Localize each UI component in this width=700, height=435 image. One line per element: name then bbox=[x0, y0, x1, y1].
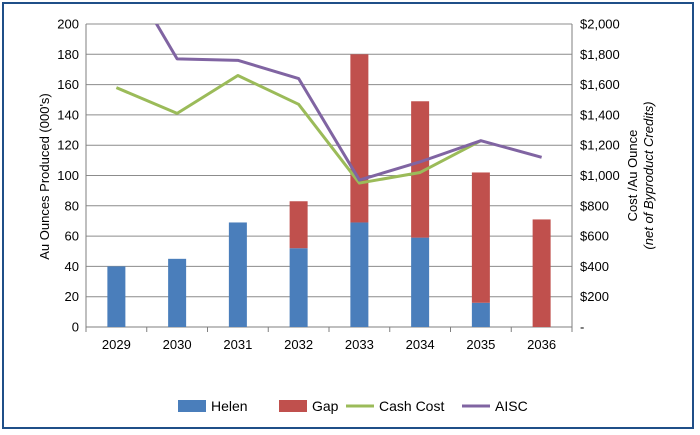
bar-gap bbox=[289, 201, 308, 249]
bar-gap bbox=[532, 219, 551, 327]
y-left-tick-label: 60 bbox=[65, 229, 79, 244]
y-right-tick-label: $1,000 bbox=[580, 168, 620, 183]
x-tick-label: 2032 bbox=[284, 337, 313, 352]
x-tick-label: 2029 bbox=[102, 337, 131, 352]
bar-gap bbox=[411, 101, 430, 238]
y-right-tick-label: $400 bbox=[580, 259, 609, 274]
y-right-tick-label: $1,200 bbox=[580, 138, 620, 153]
legend-label: Gap bbox=[312, 398, 339, 414]
bar-helen bbox=[228, 222, 247, 327]
bar-helen bbox=[289, 248, 308, 327]
y-left-tick-label: 100 bbox=[57, 168, 79, 183]
y-left-tick-label: 80 bbox=[65, 198, 79, 213]
y-left-tick-label: 140 bbox=[57, 107, 79, 122]
bar-helen bbox=[350, 222, 369, 327]
line-aisc bbox=[154, 24, 543, 182]
bar-helen bbox=[471, 302, 490, 327]
y-right-tick-label: $1,400 bbox=[580, 107, 620, 122]
bar-gap bbox=[471, 172, 490, 303]
chart-frame bbox=[2, 2, 694, 429]
y-left-tick-label: 200 bbox=[57, 17, 79, 32]
y-left-tick-label: 180 bbox=[57, 47, 79, 62]
y-left-tick-label: 160 bbox=[57, 77, 79, 92]
y-right-tick-label: $600 bbox=[580, 229, 609, 244]
y-right-tick-label: $2,000 bbox=[580, 17, 620, 32]
x-tick-label: 2035 bbox=[466, 337, 495, 352]
legend-label: Cash Cost bbox=[379, 398, 444, 414]
x-tick-label: 2033 bbox=[345, 337, 374, 352]
x-tick-label: 2031 bbox=[223, 337, 252, 352]
y-right-tick-label: - bbox=[580, 320, 584, 335]
legend-label: AISC bbox=[495, 398, 528, 414]
bar-helen bbox=[411, 237, 430, 327]
x-tick-label: 2036 bbox=[527, 337, 556, 352]
legend-label: Helen bbox=[211, 398, 248, 414]
y-right-tick-label: $1,800 bbox=[580, 47, 620, 62]
y-left-tick-label: 20 bbox=[65, 289, 79, 304]
y-left-tick-label: 0 bbox=[72, 320, 79, 335]
legend-swatch-helen bbox=[178, 400, 206, 412]
bar-helen bbox=[107, 266, 126, 327]
y-right-tick-label: $200 bbox=[580, 289, 609, 304]
x-tick-label: 2030 bbox=[163, 337, 192, 352]
y-right-axis-title: Cost /Au Ounce bbox=[625, 130, 640, 222]
y-right-tick-label: $1,600 bbox=[580, 77, 620, 92]
y-right-tick-label: $800 bbox=[580, 198, 609, 213]
y-left-axis-title: Au Ounces Produced (000's) bbox=[37, 93, 52, 260]
y-left-tick-label: 120 bbox=[57, 138, 79, 153]
bar-helen bbox=[168, 258, 187, 327]
y-left-tick-label: 40 bbox=[65, 259, 79, 274]
y-right-axis-subtitle: (net of Byproduct Credits) bbox=[641, 101, 656, 249]
x-tick-label: 2034 bbox=[406, 337, 435, 352]
line-cash-cost bbox=[115, 74, 482, 185]
bar-gap bbox=[350, 54, 369, 223]
legend-swatch-gap bbox=[279, 400, 307, 412]
